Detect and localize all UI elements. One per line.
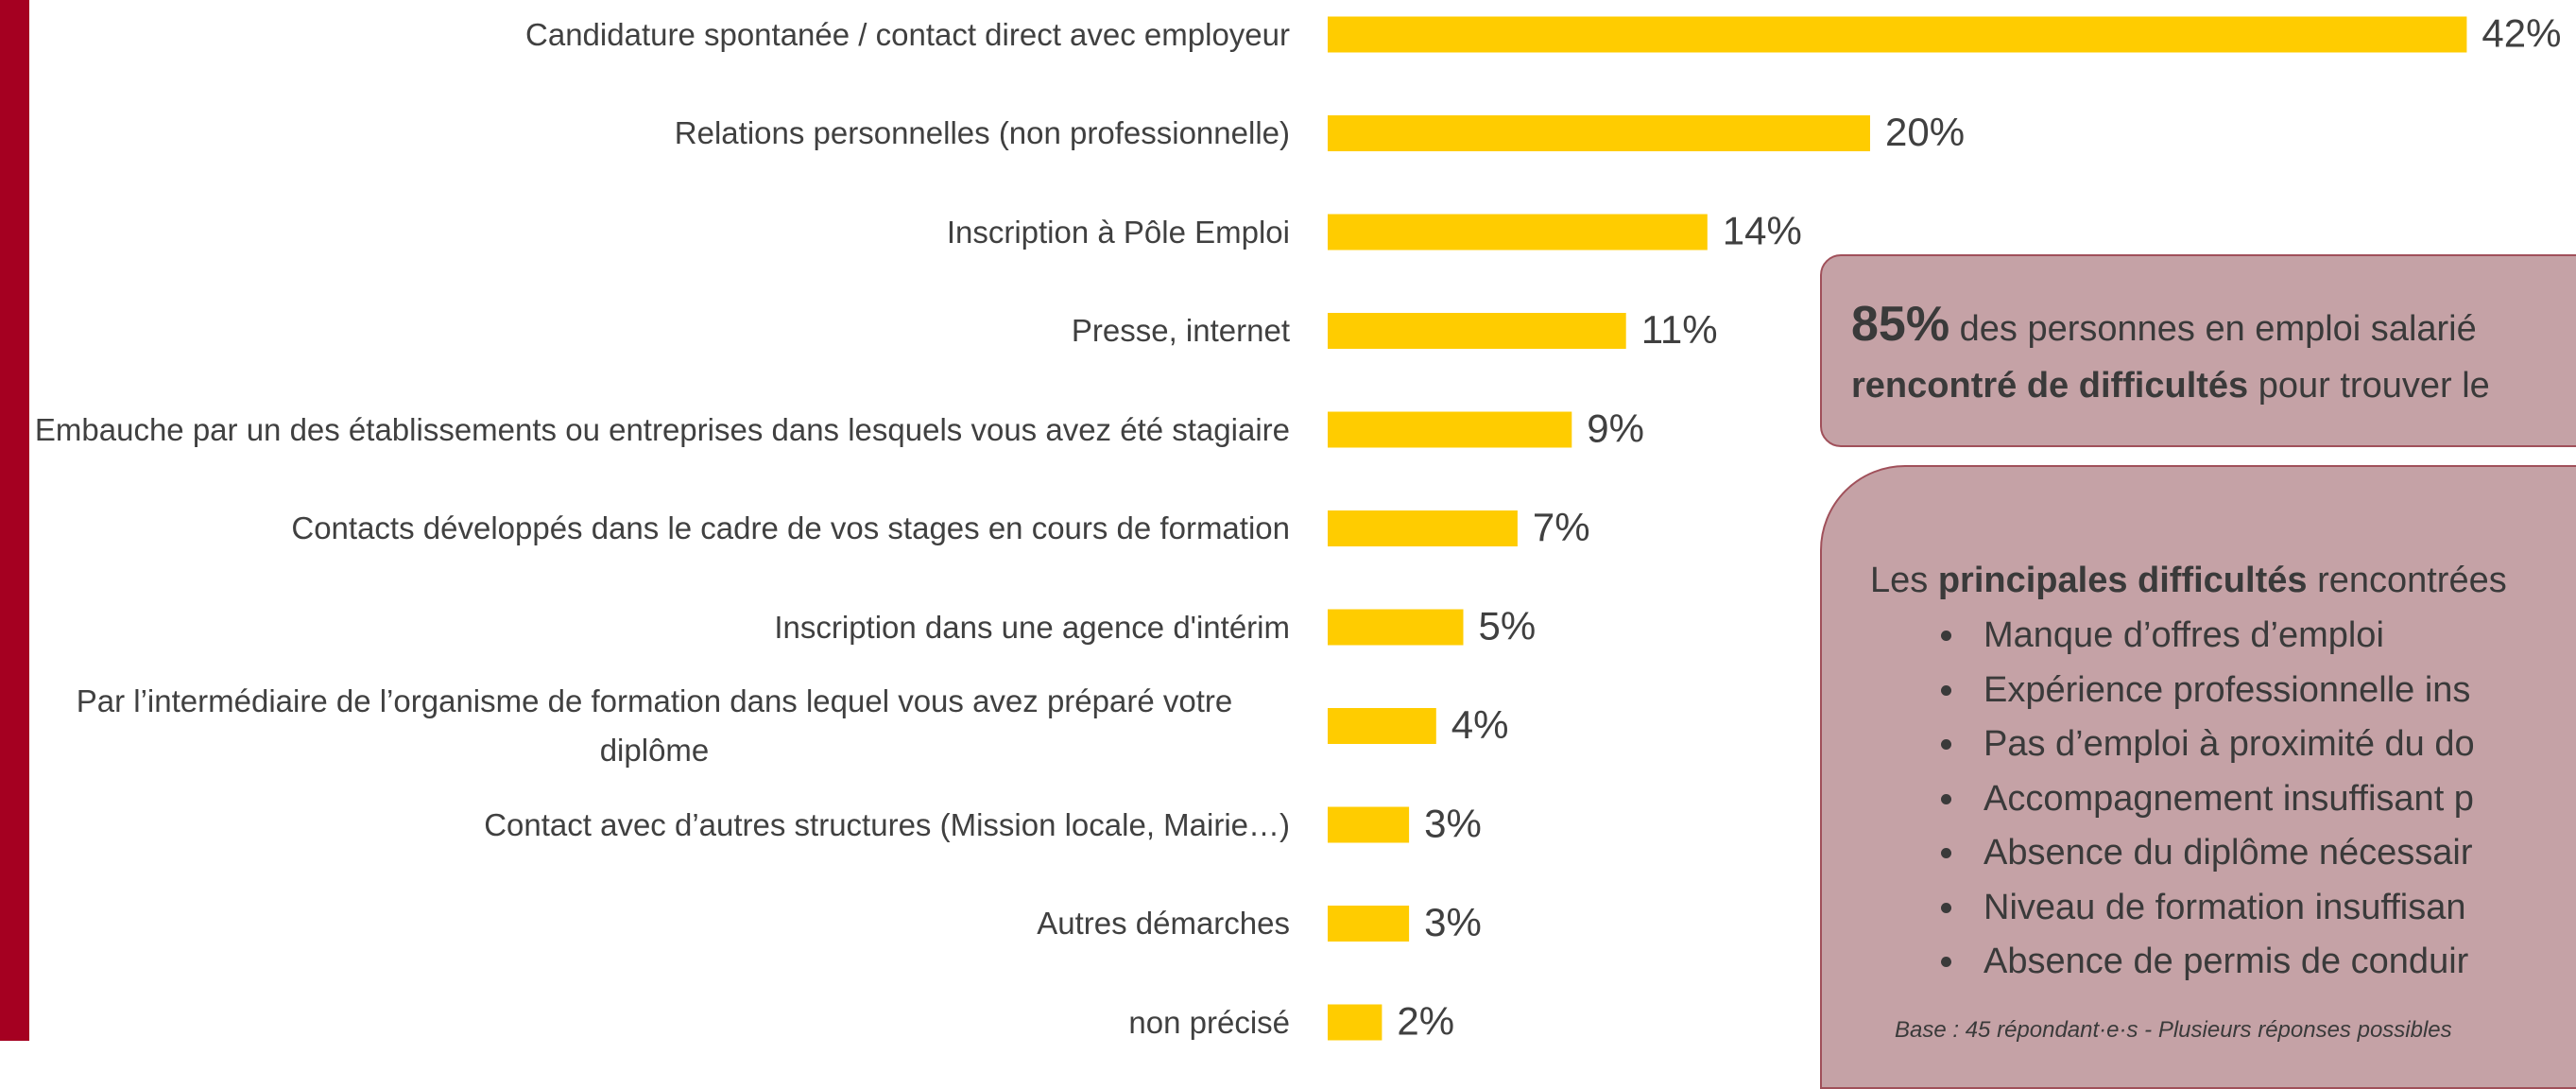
bar	[1328, 115, 1870, 151]
bar	[1328, 806, 1410, 843]
category-row: Inscription à Pôle Emploi	[0, 185, 1290, 280]
difficulty-item: Manque d’offres d’emploi	[1968, 609, 2576, 664]
category-label: Inscription dans une agence d'intérim	[774, 609, 1290, 645]
intro-bold: principales difficultés	[1937, 561, 2308, 600]
category-label: Contacts développés dans le cadre de vos…	[291, 510, 1290, 545]
chart: 42% 20% 14% 11% 9% 7% 5% 4% 3% 3% 2%	[1328, 11, 2561, 1041]
difficulty-item: Expérience professionnelle ins	[1968, 664, 2576, 718]
bar	[1328, 16, 2467, 53]
bar	[1328, 510, 1518, 546]
category-row: Autres démarches	[0, 876, 1290, 971]
value-label: 20%	[1885, 110, 1965, 154]
highlight-text: des personnes en emploi salarié	[1959, 309, 2477, 349]
difficulties-list: Manque d’offres d’emploiExpérience profe…	[1870, 609, 2576, 990]
difficulty-item: Absence de permis de conduir	[1968, 935, 2576, 990]
difficulties-intro: Les principales difficultés rencontrées	[1870, 552, 2576, 609]
bar	[1328, 313, 1626, 349]
category-label: Presse, internet	[1071, 313, 1290, 348]
value-label: 9%	[1587, 406, 1644, 451]
highlight-figure: 85%	[1851, 297, 1950, 352]
value-label: 42%	[2482, 11, 2561, 56]
value-label: 11%	[1641, 307, 1718, 352]
bar	[1328, 1004, 1382, 1041]
category-label: non précisé	[1128, 1004, 1290, 1040]
category-row: Inscription dans une agence d'intérim	[0, 580, 1290, 675]
note: Base : 45 répondant·e·s - Plusieurs répo…	[1895, 1017, 2452, 1043]
category-row: Embauche par un des établissements ou en…	[0, 383, 1290, 477]
category-label: Relations personnelles (non professionne…	[674, 115, 1290, 150]
highlight-box: 85% des personnes en emploi salarié renc…	[1820, 254, 2576, 447]
category-row: Par l’intermédiaire de l’organisme de fo…	[0, 679, 1290, 773]
category-row: Contacts développés dans le cadre de vos…	[0, 481, 1290, 576]
value-label: 3%	[1424, 802, 1482, 846]
category-label: Inscription à Pôle Emploi	[946, 214, 1290, 250]
difficulties-box: Les principales difficultés rencontrées …	[1820, 465, 2576, 1089]
difficulty-item: Niveau de formation insuffisan	[1968, 881, 2576, 936]
value-label: 5%	[1479, 604, 1537, 648]
category-row: non précisé	[0, 976, 1290, 1070]
intro-text: Les	[1870, 561, 1929, 600]
value-label: 14%	[1723, 209, 1802, 253]
intro-text: rencontrées	[2317, 561, 2507, 600]
difficulty-item: Absence du diplôme nécessair	[1968, 826, 2576, 881]
difficulty-item: Accompagnement insuffisant p	[1968, 772, 2576, 827]
value-label: 4%	[1451, 702, 1509, 747]
category-label: Par l’intermédiaire de l’organisme de fo…	[76, 683, 1233, 768]
value-label: 2%	[1397, 999, 1454, 1041]
category-label: Embauche par un des établissements ou en…	[34, 411, 1290, 447]
value-label: 3%	[1424, 900, 1482, 944]
page: 42% 20% 14% 11% 9% 7% 5% 4% 3% 3% 2% Candidature s…	[0, 0, 2576, 1041]
category-row: Presse, internet	[0, 284, 1290, 378]
side-bar	[0, 0, 29, 1041]
category-label: Candidature spontanée / contact direct a…	[525, 16, 1290, 52]
category-label: Contact avec d’autres structures (Missio…	[484, 806, 1290, 842]
bar	[1328, 906, 1410, 942]
category-label: Autres démarches	[1037, 906, 1290, 941]
highlight-text: pour trouver le	[2258, 366, 2490, 406]
category-row: Relations personnelles (non professionne…	[0, 86, 1290, 181]
bar	[1328, 609, 1464, 646]
bar	[1328, 708, 1436, 744]
bar	[1328, 214, 1708, 251]
category-row: Contact avec d’autres structures (Missio…	[0, 778, 1290, 873]
difficulty-item: Pas d’emploi à proximité du do	[1968, 717, 2576, 772]
bar	[1328, 411, 1572, 448]
highlight-bold: rencontré de difficultés	[1851, 366, 2249, 406]
value-label: 7%	[1533, 505, 1590, 549]
category-row: Candidature spontanée / contact direct a…	[0, 0, 1290, 82]
